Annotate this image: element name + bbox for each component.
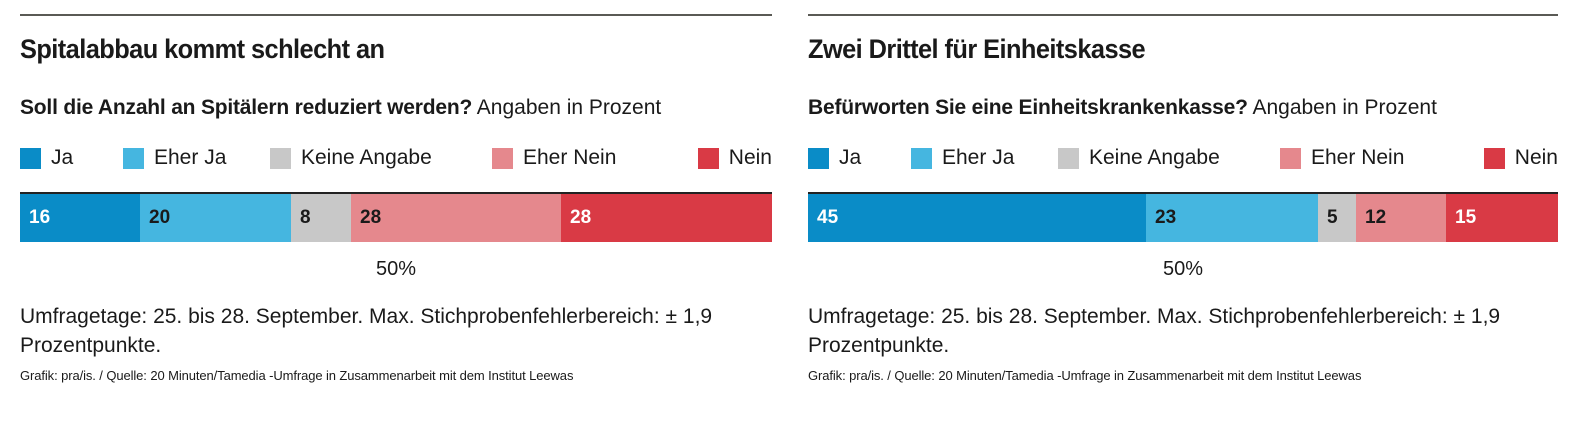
legend: Ja Eher Ja Keine Angabe Eher Nein Nein [20, 145, 772, 171]
chart-panel-einheitskasse: Zwei Drittel für Einheitskasse Befürwort… [808, 0, 1558, 438]
legend-label-keine-angabe: Keine Angabe [1089, 146, 1220, 169]
legend-swatch-eher-ja [123, 147, 144, 169]
legend: Ja Eher Ja Keine Angabe Eher Nein Nein [808, 145, 1558, 171]
legend-item-nein: Nein [697, 145, 772, 171]
bar-segment-keine-angabe [291, 194, 351, 242]
legend-label-eher-nein: Eher Nein [1311, 146, 1405, 169]
bar-segment-eher-ja [1146, 194, 1318, 242]
question-text: Befürworten Sie eine Einheitskrankenkass… [808, 96, 1248, 119]
stacked-bar: 16 20 8 28 28 [20, 194, 772, 242]
bar-value-label-eher-ja: 23 [1155, 207, 1177, 228]
bar-value-label-eher-nein: 28 [360, 207, 382, 228]
legend-label-eher-ja: Eher Ja [154, 146, 227, 169]
chart-title: Zwei Drittel für Einheitskasse [808, 34, 1146, 64]
top-rule [808, 14, 1558, 16]
legend-swatch-ja [20, 147, 41, 169]
top-rule [20, 14, 772, 16]
legend-item-ja: Ja [808, 145, 861, 171]
source-credit: Grafik: pra/is. / Quelle: 20 Minuten/Tam… [20, 368, 574, 383]
legend-swatch-keine-angabe [1058, 147, 1079, 169]
question-unit: Angaben in Prozent [1247, 96, 1437, 119]
bar-value-label-keine-angabe: 8 [300, 207, 311, 228]
legend-label-keine-angabe: Keine Angabe [301, 146, 432, 169]
chart-question: Befürworten Sie eine Einheitskrankenkass… [808, 96, 1437, 120]
legend-swatch-ja [808, 147, 829, 169]
legend-label-ja: Ja [839, 146, 862, 169]
chart-panel-spitalabbau: Spitalabbau kommt schlecht an Soll die A… [20, 0, 772, 438]
source-credit: Grafik: pra/is. / Quelle: 20 Minuten/Tam… [808, 368, 1362, 383]
chart-question: Soll die Anzahl an Spitälern reduziert w… [20, 96, 661, 120]
legend-item-keine-angabe: Keine Angabe [270, 145, 432, 171]
legend-item-eher-nein: Eher Nein [1280, 145, 1404, 171]
midpoint-label: 50% [375, 258, 417, 280]
legend-item-eher-ja: Eher Ja [123, 145, 226, 171]
bar-segment-ja [808, 194, 1146, 242]
bar-segment-ja [20, 194, 140, 242]
legend-swatch-nein [697, 147, 719, 169]
survey-note: Umfragetage: 25. bis 28. September. Max.… [808, 305, 1501, 357]
bar-value-label-ja: 45 [817, 207, 839, 228]
stacked-bar: 45 23 5 12 15 [808, 194, 1558, 242]
bar-top-rule [20, 192, 772, 194]
legend-label-ja: Ja [51, 146, 74, 169]
legend-swatch-eher-ja [911, 147, 932, 169]
bar-value-label-eher-nein: 12 [1365, 207, 1387, 228]
bar-top-rule [808, 192, 1558, 194]
bar-segment-eher-ja [140, 194, 291, 242]
bar-value-label-keine-angabe: 5 [1327, 207, 1338, 228]
bar-value-label-nein: 28 [570, 207, 592, 228]
question-unit: Angaben in Prozent [472, 96, 662, 119]
survey-note: Umfragetage: 25. bis 28. September. Max.… [20, 305, 713, 357]
legend-label-nein: Nein [1514, 146, 1558, 169]
chart-title: Spitalabbau kommt schlecht an [20, 34, 385, 64]
legend-item-eher-nein: Eher Nein [492, 145, 616, 171]
legend-item-nein: Nein [1483, 145, 1558, 171]
legend-swatch-nein [1483, 147, 1505, 169]
legend-item-ja: Ja [20, 145, 73, 171]
bar-segment-eher-nein [351, 194, 561, 242]
legend-label-eher-nein: Eher Nein [523, 146, 617, 169]
midpoint-label: 50% [1162, 258, 1204, 280]
bar-segment-nein [1446, 194, 1558, 242]
legend-swatch-eher-nein [1280, 147, 1301, 169]
bar-value-label-nein: 15 [1455, 207, 1477, 228]
legend-label-nein: Nein [728, 146, 772, 169]
legend-item-eher-ja: Eher Ja [911, 145, 1014, 171]
bar-value-label-eher-ja: 20 [149, 207, 171, 228]
legend-item-keine-angabe: Keine Angabe [1058, 145, 1220, 171]
question-text: Soll die Anzahl an Spitälern reduziert w… [20, 96, 473, 119]
legend-label-eher-ja: Eher Ja [942, 146, 1015, 169]
bar-segment-eher-nein [1356, 194, 1446, 242]
bar-segment-keine-angabe [1318, 194, 1356, 242]
legend-swatch-eher-nein [492, 147, 513, 169]
bar-value-label-ja: 16 [29, 207, 51, 228]
legend-swatch-keine-angabe [270, 147, 291, 169]
bar-segment-nein [561, 194, 772, 242]
